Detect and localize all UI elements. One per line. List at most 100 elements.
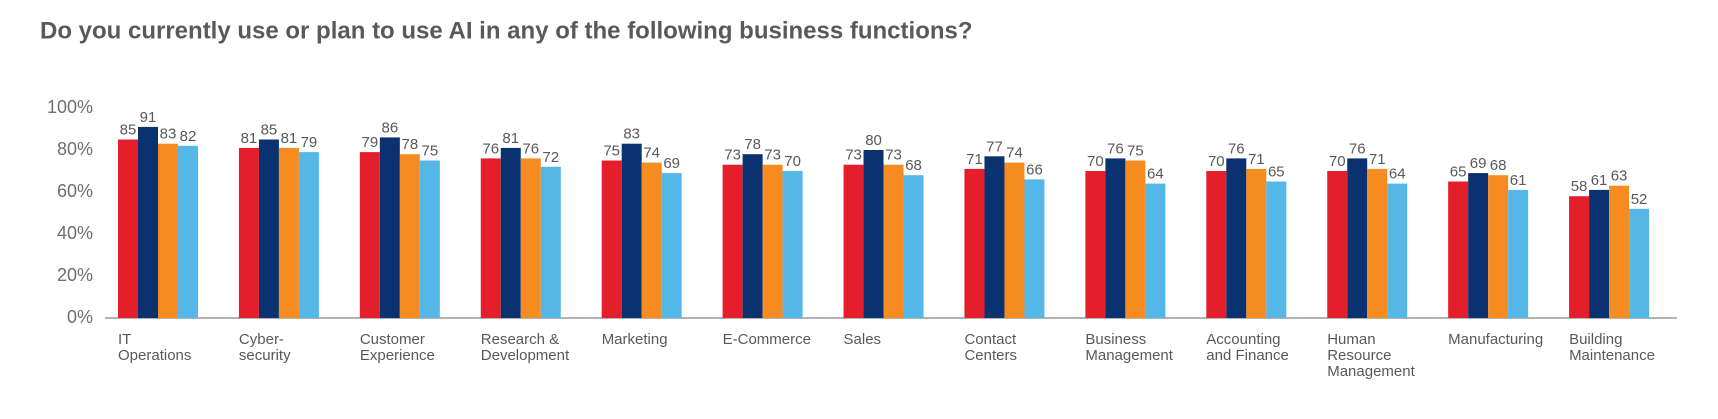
bar [843,164,864,318]
value-label: 68 [1490,157,1507,174]
y-tick-label: 80% [57,139,93,159]
value-label: 73 [885,147,902,164]
value-label: 81 [281,130,298,147]
value-label: 76 [522,140,539,157]
value-label: 79 [362,134,379,151]
bar [1448,181,1469,318]
y-tick-label: 60% [57,181,93,201]
value-label: 81 [502,130,519,147]
x-tick-label: Centers [964,347,1017,364]
value-label: 82 [180,128,197,145]
bar [1004,162,1025,318]
bar [1085,171,1106,318]
bar [1246,168,1267,318]
bar [742,154,763,318]
bar [722,164,743,318]
x-tick-label: Resource [1327,347,1391,364]
chart-title: Do you currently use or plan to use AI i… [40,17,973,44]
value-label: 58 [1571,178,1588,195]
value-label: 71 [1369,151,1386,168]
x-tick-label: Accounting [1206,331,1280,348]
value-label: 65 [1450,163,1467,180]
x-tick-label: Research & [481,331,559,348]
bar [1024,179,1045,318]
bar [1145,183,1166,318]
value-label: 83 [160,126,177,143]
bar [1206,171,1227,318]
y-tick-label: 100% [47,97,93,117]
x-tick-label: Customer [360,331,425,348]
bar [1569,196,1590,318]
bar [621,143,642,318]
y-tick-label: 20% [57,265,93,285]
value-label: 71 [1248,151,1265,168]
bar [1105,158,1126,318]
value-label: 69 [1470,155,1487,172]
bar [1468,173,1489,318]
bar [1508,189,1529,318]
bar [278,147,299,318]
bar [359,152,380,318]
value-label: 75 [422,142,439,159]
value-label: 66 [1026,161,1043,178]
value-label: 80 [865,132,882,149]
value-label: 85 [261,121,278,138]
value-label: 78 [402,136,419,153]
bar [480,158,501,318]
value-label: 74 [1006,145,1023,162]
x-tick-label: Development [481,347,570,364]
value-label: 61 [1510,172,1527,189]
value-label: 74 [643,145,660,162]
bar [1125,160,1146,318]
value-label: 64 [1147,166,1164,183]
value-label: 76 [482,140,499,157]
bar [1226,158,1247,318]
value-label: 61 [1591,172,1608,189]
value-label: 73 [724,147,741,164]
bar [118,139,138,318]
bar [964,168,985,318]
bar [1367,168,1388,318]
x-tick-label: Human [1327,331,1375,348]
x-tick-label: Management [1327,363,1415,380]
x-tick-label: security [239,347,291,364]
bar [601,160,622,318]
x-tick-label: Management [1085,347,1173,364]
x-tick-label: Contact [964,331,1017,348]
value-label: 91 [140,109,157,126]
x-tick-label: and Finance [1206,347,1289,364]
value-label: 64 [1389,166,1406,183]
bar [379,137,400,318]
bar [1609,185,1630,318]
bar [238,147,259,318]
value-label: 73 [845,147,862,164]
value-label: 83 [623,126,640,143]
bar [419,160,440,318]
bar [782,171,803,318]
value-label: 85 [120,121,137,138]
value-label: 70 [1087,153,1104,170]
bar [1327,171,1348,318]
value-label: 63 [1611,168,1628,185]
bar [1387,183,1408,318]
bar [520,158,541,318]
y-tick-label: 40% [57,223,93,243]
bar [883,164,904,318]
bar [661,173,682,318]
bar [258,139,279,318]
value-label: 86 [382,119,399,136]
x-tick-label: E-Commerce [723,331,811,348]
bar [1629,208,1650,318]
bar [500,147,521,318]
value-label: 65 [1268,163,1285,180]
value-label: 77 [986,138,1003,155]
bar [399,154,420,318]
bar [863,150,884,318]
bar [1589,189,1610,318]
bar [641,162,662,318]
x-tick-label: Experience [360,347,435,364]
bar [1347,158,1368,318]
value-label: 75 [1127,142,1144,159]
value-label: 76 [1107,140,1124,157]
value-label: 73 [764,147,781,164]
